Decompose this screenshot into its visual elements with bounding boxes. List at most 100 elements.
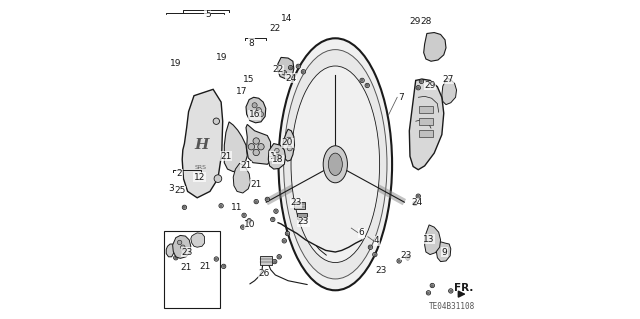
Ellipse shape <box>328 153 342 175</box>
Circle shape <box>271 217 275 222</box>
Circle shape <box>285 231 290 236</box>
Bar <box>419 118 433 125</box>
Circle shape <box>177 240 182 245</box>
Ellipse shape <box>278 38 392 290</box>
Text: 21: 21 <box>250 180 262 189</box>
Polygon shape <box>424 225 440 255</box>
Circle shape <box>214 257 218 261</box>
Text: 11: 11 <box>231 203 243 212</box>
Circle shape <box>416 194 420 198</box>
Circle shape <box>296 64 301 69</box>
Circle shape <box>213 118 220 124</box>
Text: 6: 6 <box>358 228 364 237</box>
Circle shape <box>273 259 277 264</box>
Polygon shape <box>410 79 444 170</box>
Polygon shape <box>224 122 247 172</box>
Text: 15: 15 <box>243 75 254 84</box>
Circle shape <box>416 85 420 90</box>
Text: 16: 16 <box>249 110 260 119</box>
Circle shape <box>182 205 187 210</box>
Text: 21: 21 <box>240 161 252 170</box>
Circle shape <box>241 225 245 229</box>
Circle shape <box>419 79 424 84</box>
Polygon shape <box>182 89 223 198</box>
Circle shape <box>449 289 453 293</box>
Text: 22: 22 <box>272 65 284 74</box>
Circle shape <box>259 112 264 117</box>
Text: 8: 8 <box>248 39 254 48</box>
Text: 23: 23 <box>401 251 412 260</box>
Text: 4: 4 <box>374 236 380 245</box>
Text: 12: 12 <box>194 173 205 182</box>
Text: 9: 9 <box>442 248 447 256</box>
Circle shape <box>252 103 257 108</box>
Polygon shape <box>191 233 205 247</box>
Text: 28: 28 <box>420 17 431 26</box>
Text: FR.: FR. <box>454 283 474 293</box>
Circle shape <box>180 245 185 249</box>
Text: 22: 22 <box>269 24 280 33</box>
Circle shape <box>253 149 259 156</box>
Circle shape <box>221 264 226 269</box>
Polygon shape <box>166 244 175 257</box>
Circle shape <box>173 256 178 260</box>
Text: 21: 21 <box>200 262 211 271</box>
Text: 18: 18 <box>272 155 284 164</box>
Circle shape <box>360 78 364 83</box>
Circle shape <box>287 146 292 151</box>
Circle shape <box>254 199 259 204</box>
Text: 23: 23 <box>375 266 387 275</box>
Circle shape <box>397 259 401 263</box>
Circle shape <box>275 148 279 153</box>
Text: 21: 21 <box>180 263 191 272</box>
Circle shape <box>301 70 306 74</box>
Text: TE04B31108: TE04B31108 <box>428 302 475 311</box>
Circle shape <box>219 204 223 208</box>
Bar <box>419 130 433 137</box>
Circle shape <box>286 137 291 142</box>
Text: 23: 23 <box>298 217 309 226</box>
Text: 13: 13 <box>422 235 434 244</box>
Text: 19: 19 <box>216 53 227 62</box>
Circle shape <box>248 144 255 150</box>
Polygon shape <box>246 97 266 123</box>
Circle shape <box>413 201 417 206</box>
Bar <box>260 256 272 265</box>
Polygon shape <box>268 144 285 169</box>
Circle shape <box>277 255 282 259</box>
Circle shape <box>276 155 281 159</box>
Polygon shape <box>173 235 191 258</box>
Text: 24: 24 <box>285 74 296 83</box>
Text: 25: 25 <box>175 186 186 195</box>
Bar <box>297 213 307 219</box>
Text: 7: 7 <box>399 93 404 102</box>
Polygon shape <box>233 163 250 193</box>
Circle shape <box>265 197 269 202</box>
Polygon shape <box>246 124 271 164</box>
Circle shape <box>253 138 259 144</box>
Circle shape <box>256 108 261 113</box>
Ellipse shape <box>291 66 380 263</box>
Text: SRS: SRS <box>195 165 206 170</box>
Circle shape <box>365 83 369 88</box>
Text: 19: 19 <box>170 59 182 68</box>
Text: 3: 3 <box>168 184 173 193</box>
Circle shape <box>282 70 287 75</box>
Circle shape <box>372 252 377 257</box>
Bar <box>419 106 433 113</box>
Circle shape <box>214 175 221 182</box>
Circle shape <box>258 144 264 150</box>
Text: 21: 21 <box>220 152 232 161</box>
Circle shape <box>242 213 246 218</box>
Circle shape <box>282 239 287 243</box>
Circle shape <box>430 283 435 288</box>
Ellipse shape <box>323 146 348 183</box>
Circle shape <box>289 65 293 70</box>
Text: 23: 23 <box>181 248 193 256</box>
Text: 23: 23 <box>291 198 302 207</box>
Text: 17: 17 <box>236 87 248 96</box>
Ellipse shape <box>284 50 387 279</box>
Circle shape <box>247 219 252 223</box>
Circle shape <box>426 291 431 295</box>
Text: 24: 24 <box>411 198 422 207</box>
